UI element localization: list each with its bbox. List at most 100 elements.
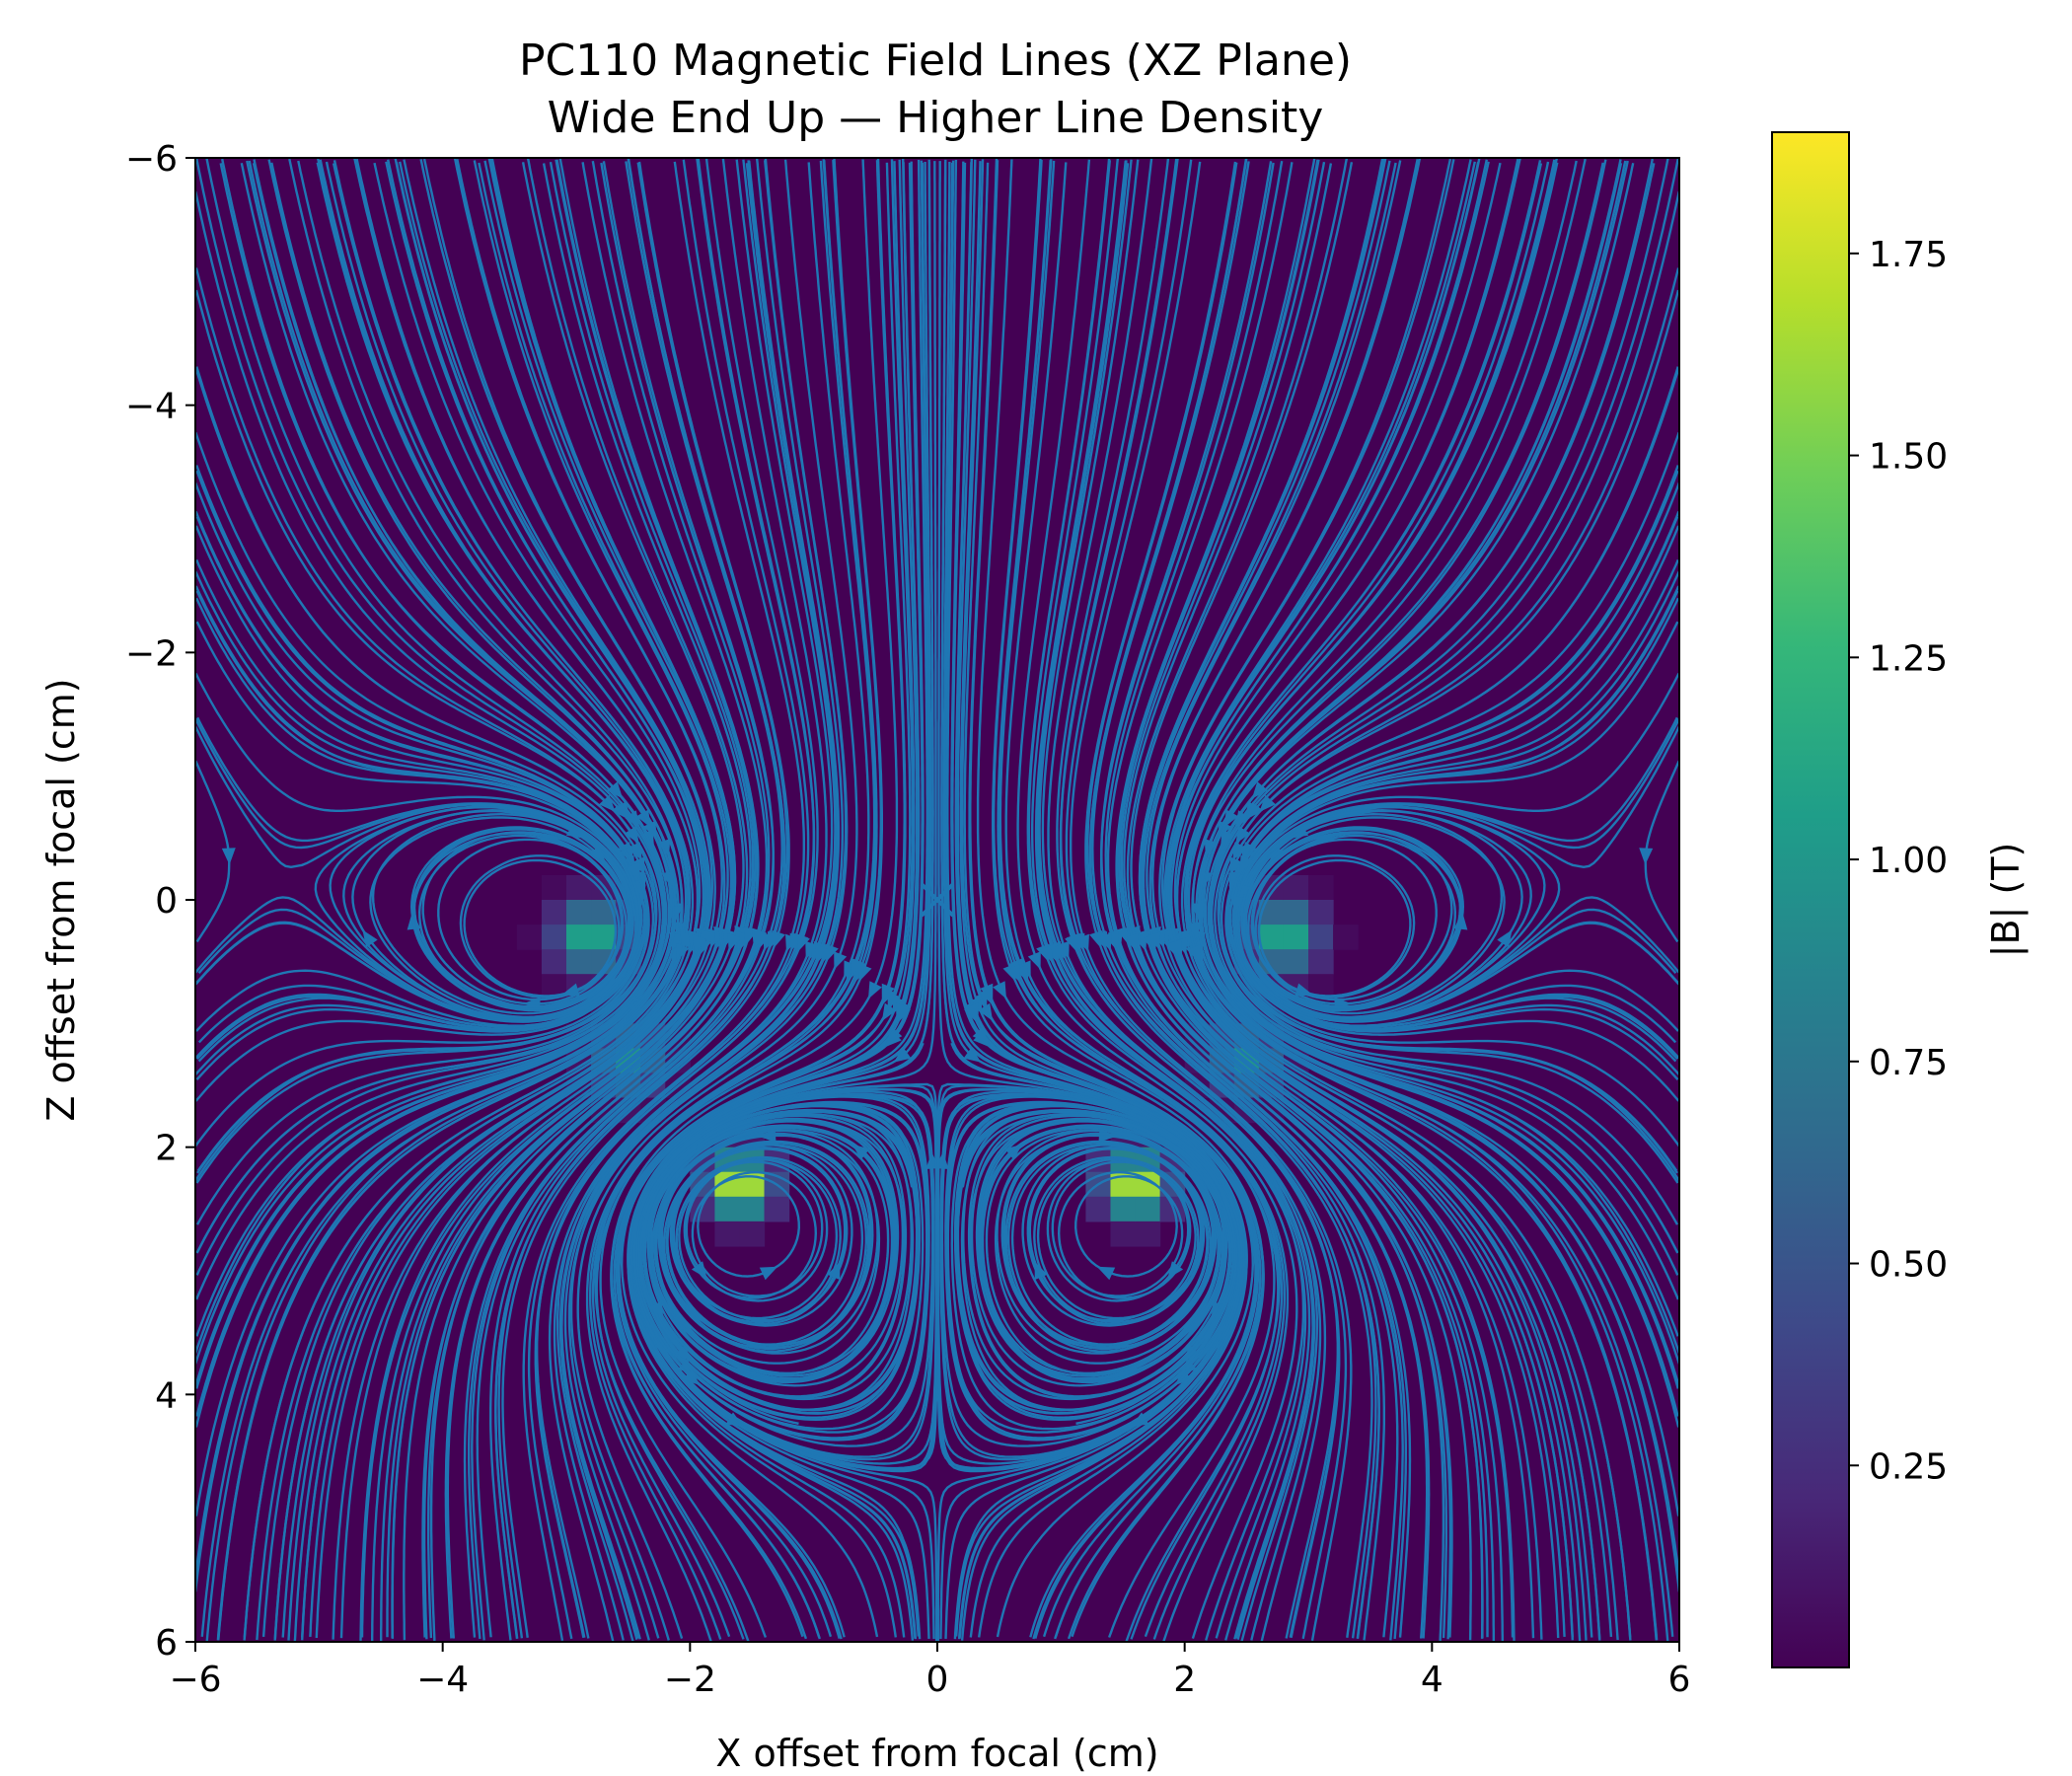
field-line-arrow — [993, 981, 1007, 999]
field-line-arrow — [1168, 938, 1183, 957]
field-line-arrow — [1092, 930, 1106, 949]
field-line-arrow — [1125, 932, 1139, 951]
y-tick-label: −4 — [125, 387, 178, 427]
heatmap-cell — [714, 1221, 741, 1247]
field-line-arrow — [965, 1002, 979, 1021]
heatmap-cell — [739, 1221, 766, 1247]
y-tick-label: 4 — [155, 1375, 178, 1416]
colorbar-tick-label: 1.00 — [1869, 841, 1948, 881]
field-line-arrow — [1039, 944, 1053, 964]
field-line-arrow — [1167, 1261, 1184, 1280]
heatmap-cell — [1085, 1196, 1112, 1222]
field-line-arrow — [805, 940, 819, 960]
field-line-arrow — [1187, 922, 1202, 940]
colorbar-tick-label: 0.50 — [1869, 1245, 1948, 1286]
field-line-arrow — [1259, 794, 1276, 813]
colorbar-tick-label: 0.75 — [1869, 1043, 1948, 1083]
field-line-arrow — [691, 1261, 707, 1280]
field-line-arrow — [606, 781, 624, 799]
field-line-arrow — [759, 1266, 778, 1281]
field-line-arrow — [963, 1047, 982, 1063]
heatmap-cell — [566, 949, 592, 975]
x-tick-label: 6 — [1668, 1660, 1691, 1700]
field-line-arrow — [624, 826, 639, 845]
field-line-arrow — [1239, 854, 1254, 873]
field-line-arrow — [881, 1002, 897, 1021]
field-lines — [195, 158, 1679, 1642]
y-axis: −6 −4 −2 0 2 4 6 — [125, 139, 195, 1664]
field-line-arrow — [628, 843, 642, 861]
field-line-arrow — [1230, 895, 1244, 914]
field-line-arrow — [1006, 964, 1020, 983]
heatmap-cell — [566, 925, 592, 950]
field-line-arrow — [615, 801, 631, 819]
field-line-arrow — [1053, 941, 1067, 961]
colorbar-tick-label: 1.75 — [1869, 235, 1948, 275]
colorbar-tick-label: 0.25 — [1869, 1446, 1948, 1487]
heatmap-cell — [1333, 925, 1359, 950]
heatmap-cell — [1110, 1196, 1137, 1222]
field-line-arrow — [727, 932, 741, 952]
heatmap-cell — [1258, 925, 1285, 950]
field-line-arrow — [627, 861, 640, 881]
heatmap-cell — [739, 1196, 766, 1222]
heatmap-cell — [566, 900, 592, 925]
colorbar-gradient — [1771, 131, 1850, 1668]
field-line-arrow — [881, 983, 895, 1002]
field-line-arrow — [649, 1300, 664, 1319]
y-tick-label: −6 — [125, 139, 178, 180]
field-line-arrow — [893, 1047, 912, 1063]
field-line-arrow — [692, 934, 706, 953]
heatmap-cell — [1110, 1221, 1137, 1247]
chart-title: PC110 Magnetic Field Lines (XZ Plane) — [519, 36, 1352, 86]
heatmap-cell — [541, 925, 567, 950]
y-axis-label: Z offset from focal (cm) — [39, 678, 83, 1121]
x-tick-label: −2 — [664, 1660, 716, 1700]
colorbar: 0.25 0.50 0.75 1.00 1.25 1.50 1.75 |B| (T) — [1771, 131, 2029, 1668]
colorbar-tick-label: 1.25 — [1869, 638, 1948, 679]
field-line-arrow — [1269, 845, 1286, 862]
x-tick-label: 0 — [926, 1660, 949, 1700]
field-line-arrow — [1223, 809, 1239, 828]
field-line-arrow — [972, 1026, 990, 1045]
field-line-arrow — [1098, 932, 1112, 951]
x-tick-label: −4 — [416, 1660, 469, 1700]
field-line-arrow — [884, 1030, 902, 1048]
x-axis: −6 −4 −2 0 2 4 6 — [169, 1642, 1690, 1700]
field-line-arrow — [851, 1144, 870, 1160]
field-line-arrow — [1068, 932, 1081, 952]
field-line-arrow — [675, 1345, 693, 1363]
field-line-arrow — [1048, 940, 1062, 960]
field-line-arrow — [1147, 931, 1161, 950]
field-line-arrow — [221, 848, 236, 865]
heatmap-cell — [1283, 949, 1309, 975]
heatmap-cell — [566, 874, 592, 901]
field-line-arrow — [1221, 829, 1234, 848]
field-line-arrow — [867, 981, 882, 999]
colorbar-ticks: 0.25 0.50 0.75 1.00 1.25 1.50 1.75 — [1849, 235, 1948, 1487]
heatmap-cell — [591, 925, 617, 950]
field-line-arrow — [1027, 951, 1041, 970]
y-tick-label: −2 — [125, 633, 178, 674]
heatmap-cell — [1308, 874, 1334, 901]
heatmap-cell — [764, 1196, 790, 1222]
field-line-arrow — [980, 983, 994, 1002]
field-line-arrow — [978, 1002, 994, 1021]
heatmap-cell — [541, 949, 567, 975]
field-line-arrow — [1453, 912, 1468, 930]
field-line-arrow — [815, 944, 829, 963]
heatmap-cell — [1308, 949, 1334, 975]
field-line-arrow — [1246, 801, 1264, 820]
field-line-arrow — [589, 845, 606, 862]
field-line-arrow — [753, 928, 768, 947]
y-tick-label: 6 — [155, 1623, 178, 1664]
x-tick-label: −6 — [169, 1660, 221, 1700]
field-line-arrow — [1639, 848, 1654, 865]
field-line-arrow — [827, 1261, 841, 1281]
heatmap-cell — [1308, 925, 1334, 950]
heatmap-cell — [1308, 900, 1334, 925]
focal-marker-stroke — [920, 882, 955, 918]
x-axis-label: X offset from focal (cm) — [715, 1732, 1158, 1775]
field-line-arrow — [683, 1369, 701, 1386]
heatmap-cell — [1283, 900, 1309, 925]
